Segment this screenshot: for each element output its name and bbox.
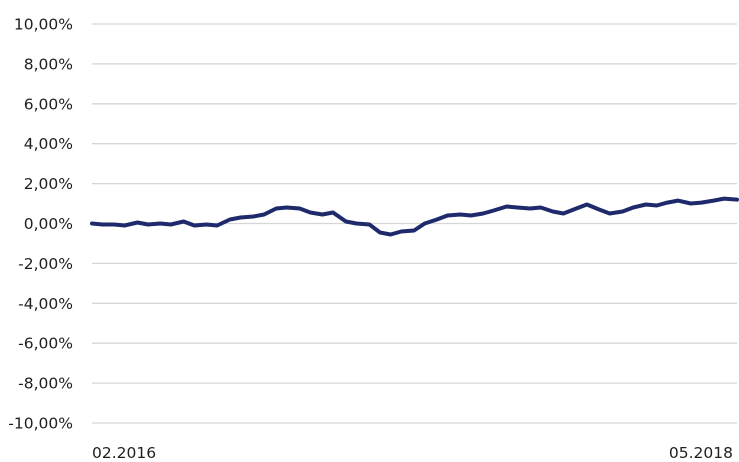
y-tick-label: 6,00% [24,95,73,113]
y-tick-label: 2,00% [24,175,73,193]
y-tick-label: 10,00% [14,16,73,34]
y-tick-label: -2,00% [18,255,73,273]
y-axis-ticks: 10,00% 8,00% 6,00% 4,00% 2,00% 0,00% -2,00% -4,… [8,16,73,433]
y-tick-label: -6,00% [18,335,73,353]
y-tick-label: -4,00% [18,295,73,313]
x-tick-label: 05.2018 [669,444,733,462]
y-tick-label: -10,00% [8,415,73,433]
x-tick-label: 02.2016 [92,444,156,462]
series-line [92,199,737,235]
series-layer [92,199,737,235]
y-tick-label: -8,00% [18,375,73,393]
y-tick-label: 8,00% [24,55,73,73]
y-tick-label: 0,00% [24,215,73,233]
x-axis-ticks: 02.2016 05.2018 [92,444,733,462]
y-tick-label: 4,00% [24,135,73,153]
